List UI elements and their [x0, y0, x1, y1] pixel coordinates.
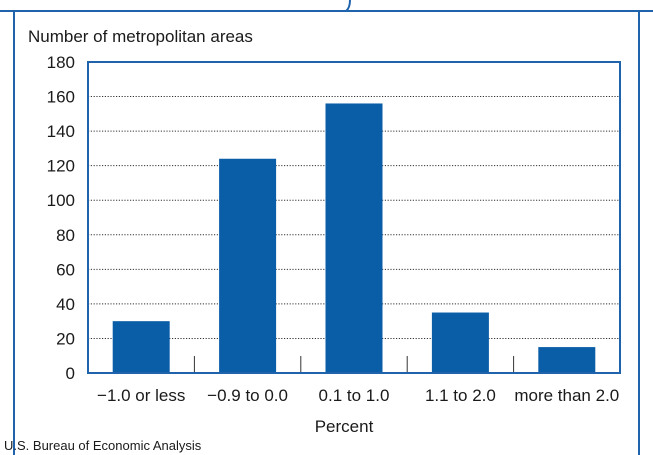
- y-tick-label: 20: [56, 329, 75, 348]
- x-axis-title: Percent: [315, 417, 374, 436]
- bars: [112, 103, 596, 373]
- bar: [219, 158, 277, 373]
- frame-top-curl: [345, 0, 351, 12]
- bar: [112, 321, 170, 373]
- bar: [538, 347, 596, 373]
- x-tick-label: more than 2.0: [514, 386, 619, 405]
- y-tick-label: 100: [47, 191, 75, 210]
- x-tick-labels: −1.0 or less −0.9 to 0.0 0.1 to 1.0 1.1 to …: [97, 386, 619, 405]
- y-tick-label: 0: [66, 364, 75, 383]
- x-tick-label: 1.1 to 2.0: [425, 386, 496, 405]
- y-tick-label: 60: [56, 260, 75, 279]
- y-axis-title: Number of metropolitan areas: [28, 27, 253, 46]
- source-note: U.S. Bureau of Economic Analysis: [4, 438, 202, 453]
- x-tick-label: −1.0 or less: [97, 386, 185, 405]
- bar: [325, 103, 383, 373]
- y-tick-labels: 0 20 40 60 80 100 120 140 160 180: [47, 53, 75, 383]
- y-tick-label: 120: [47, 157, 75, 176]
- x-tick-label: −0.9 to 0.0: [207, 386, 288, 405]
- y-tick-label: 140: [47, 122, 75, 141]
- x-tick-marks: [193, 356, 515, 373]
- x-tick-label: 0.1 to 1.0: [319, 386, 390, 405]
- y-tick-label: 80: [56, 226, 75, 245]
- y-tick-label: 40: [56, 295, 75, 314]
- bar: [431, 312, 489, 373]
- plot-area-border: [87, 61, 621, 374]
- y-tick-label: 180: [47, 53, 75, 72]
- y-tick-label: 160: [47, 88, 75, 107]
